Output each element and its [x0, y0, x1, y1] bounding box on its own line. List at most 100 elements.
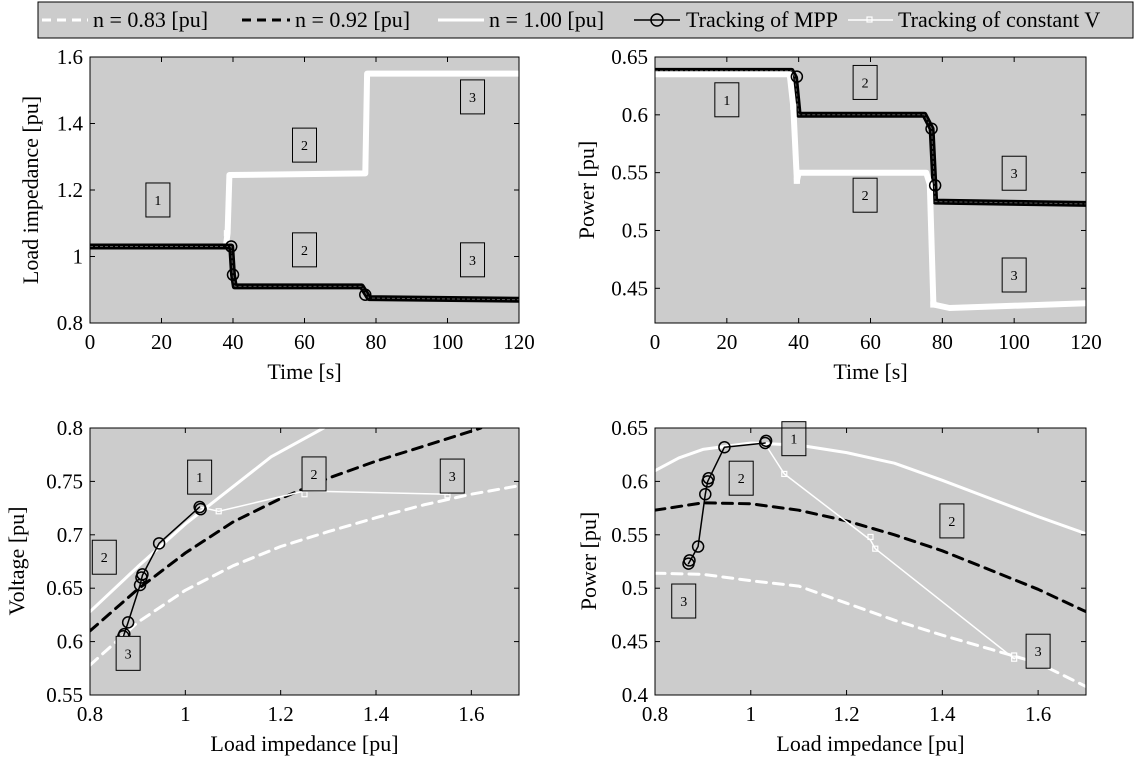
- x-axis-label: Load impedance [pu]: [776, 731, 964, 756]
- annotation-label: 2: [301, 139, 308, 154]
- legend-marker-constv: [866, 16, 873, 23]
- plot-b-data: [655, 67, 1086, 311]
- marker-mpp: [759, 434, 773, 448]
- y-axis-label: Load impedance [pu]: [18, 96, 43, 284]
- annotation-label: 1: [154, 194, 161, 209]
- annotation-label: 3: [449, 470, 456, 485]
- annotation-label: 2: [738, 472, 745, 487]
- x-tick-label: 1: [180, 702, 191, 726]
- y-tick-label: 0.65: [611, 416, 648, 440]
- legend-item-n083: n = 0.83 [pu]: [42, 7, 208, 32]
- series-line-n100: [655, 441, 1086, 536]
- annotation-label: 2: [311, 468, 318, 483]
- annotation-label: 3: [1035, 645, 1042, 660]
- plot-d-background: [655, 428, 1086, 695]
- y-tick-label: 0.55: [611, 523, 648, 547]
- annotation-box: [1001, 257, 1027, 293]
- marker-mpp: [718, 440, 731, 454]
- legend-marker-mpp: [650, 13, 664, 27]
- y-tick-label: 0.75: [46, 469, 83, 493]
- annotation-label: 1: [196, 471, 203, 486]
- y-tick-label: 0.4: [622, 683, 649, 707]
- annotation-label: 2: [862, 76, 869, 91]
- x-tick-label: 80: [366, 330, 387, 354]
- x-tick-label: 1.4: [363, 702, 390, 726]
- series-line-n083: [655, 571, 1086, 688]
- annotation-label: 2: [862, 189, 869, 204]
- x-tick-label: 1.2: [833, 702, 859, 726]
- x-tick-label: 40: [788, 330, 809, 354]
- annotation-box: [439, 458, 465, 494]
- series-line-mpp: [687, 442, 766, 565]
- marker-constv: [867, 533, 874, 541]
- marker-constv: [301, 491, 308, 498]
- y-tick-label: 0.6: [57, 630, 83, 654]
- marker-constv: [1011, 655, 1018, 662]
- y-tick-label: 0.55: [46, 683, 83, 707]
- x-tick-label: 40: [223, 330, 244, 354]
- legend-label-n092: n = 0.92 [pu]: [295, 7, 410, 32]
- marker-constv: [223, 230, 231, 237]
- plot-c-frame: [89, 427, 520, 696]
- marker-mpp: [702, 471, 715, 485]
- y-tick-label: 0.8: [57, 311, 83, 335]
- x-tick-label: 100: [998, 330, 1030, 354]
- x-tick-label: 1: [746, 702, 757, 726]
- x-tick-label: 60: [294, 330, 315, 354]
- annotation-box: [728, 460, 754, 496]
- legend-label-constv: Tracking of constant V: [898, 7, 1100, 32]
- annotation-box: [292, 127, 317, 163]
- annotation-box: [714, 82, 740, 118]
- y-axis-label: Voltage [pu]: [4, 507, 29, 616]
- annotation-label: 3: [1011, 269, 1018, 284]
- annotation-box: [292, 232, 317, 268]
- marker-mpp: [928, 179, 942, 192]
- y-tick-label: 0.65: [46, 576, 83, 600]
- annotation-label: 2: [301, 244, 308, 259]
- annotation-box: [460, 79, 486, 115]
- marker-mpp: [790, 70, 804, 83]
- marker-mpp: [121, 616, 135, 629]
- marker-mpp: [194, 502, 207, 516]
- series-line-constv: [198, 490, 449, 513]
- marker-mpp: [226, 268, 240, 282]
- annotation-label: 2: [101, 551, 108, 566]
- annotation-box: [852, 64, 878, 100]
- annotation-box: [145, 182, 171, 218]
- series-line-constv: [655, 71, 1086, 311]
- legend-label-n100: n = 1.00 [pu]: [489, 7, 604, 32]
- annotation-box: [671, 583, 697, 619]
- y-tick-label: 0.5: [622, 576, 648, 600]
- x-axis-label: Time [s]: [833, 359, 907, 384]
- legend: n = 0.83 [pu] n = 0.92 [pu] n = 1.00 [pu…: [37, 1, 1134, 39]
- x-tick-label: 0: [85, 330, 96, 354]
- legend-label-mpp: Tracking of MPP: [686, 7, 838, 32]
- marker-constv: [215, 508, 222, 515]
- annotation-box: [91, 539, 117, 575]
- y-tick-label: 1.6: [57, 45, 83, 69]
- annotation-box: [939, 503, 965, 539]
- annotation-label: 3: [1011, 167, 1018, 182]
- marker-mpp: [152, 537, 166, 550]
- marker-mpp: [683, 554, 696, 567]
- plot-b: 1 2 2 3 3 0 20 40 60 80 100 120 0.45 0.5 0.55 0.6 0.65 Ti…: [574, 45, 1102, 384]
- marker-constv: [781, 470, 788, 478]
- annotation-box: [460, 242, 486, 278]
- x-tick-label: 0.8: [642, 702, 668, 726]
- annotation-label: 3: [469, 254, 476, 269]
- x-tick-label: 120: [503, 330, 535, 354]
- marker-mpp: [699, 487, 712, 501]
- x-tick-label: 120: [1070, 330, 1102, 354]
- legend-label-n083: n = 0.83 [pu]: [93, 7, 208, 32]
- y-axis-label: Power [pu]: [576, 512, 601, 610]
- marker-constv: [872, 545, 879, 552]
- x-tick-label: 1.6: [458, 702, 484, 726]
- marker-mpp: [359, 288, 372, 301]
- annotation-label: 3: [469, 91, 476, 106]
- annotation-label: 1: [723, 94, 730, 109]
- x-tick-label: 1.6: [1025, 702, 1051, 726]
- legend-item-n092: n = 0.92 [pu]: [242, 7, 410, 32]
- plot-c: 1 2 3 2 3 0.8 1 1.2 1.4 1.6 0.55 0.6 0.65 0.7 0.75 0.8 L…: [4, 416, 520, 756]
- y-tick-label: 1.2: [57, 178, 83, 202]
